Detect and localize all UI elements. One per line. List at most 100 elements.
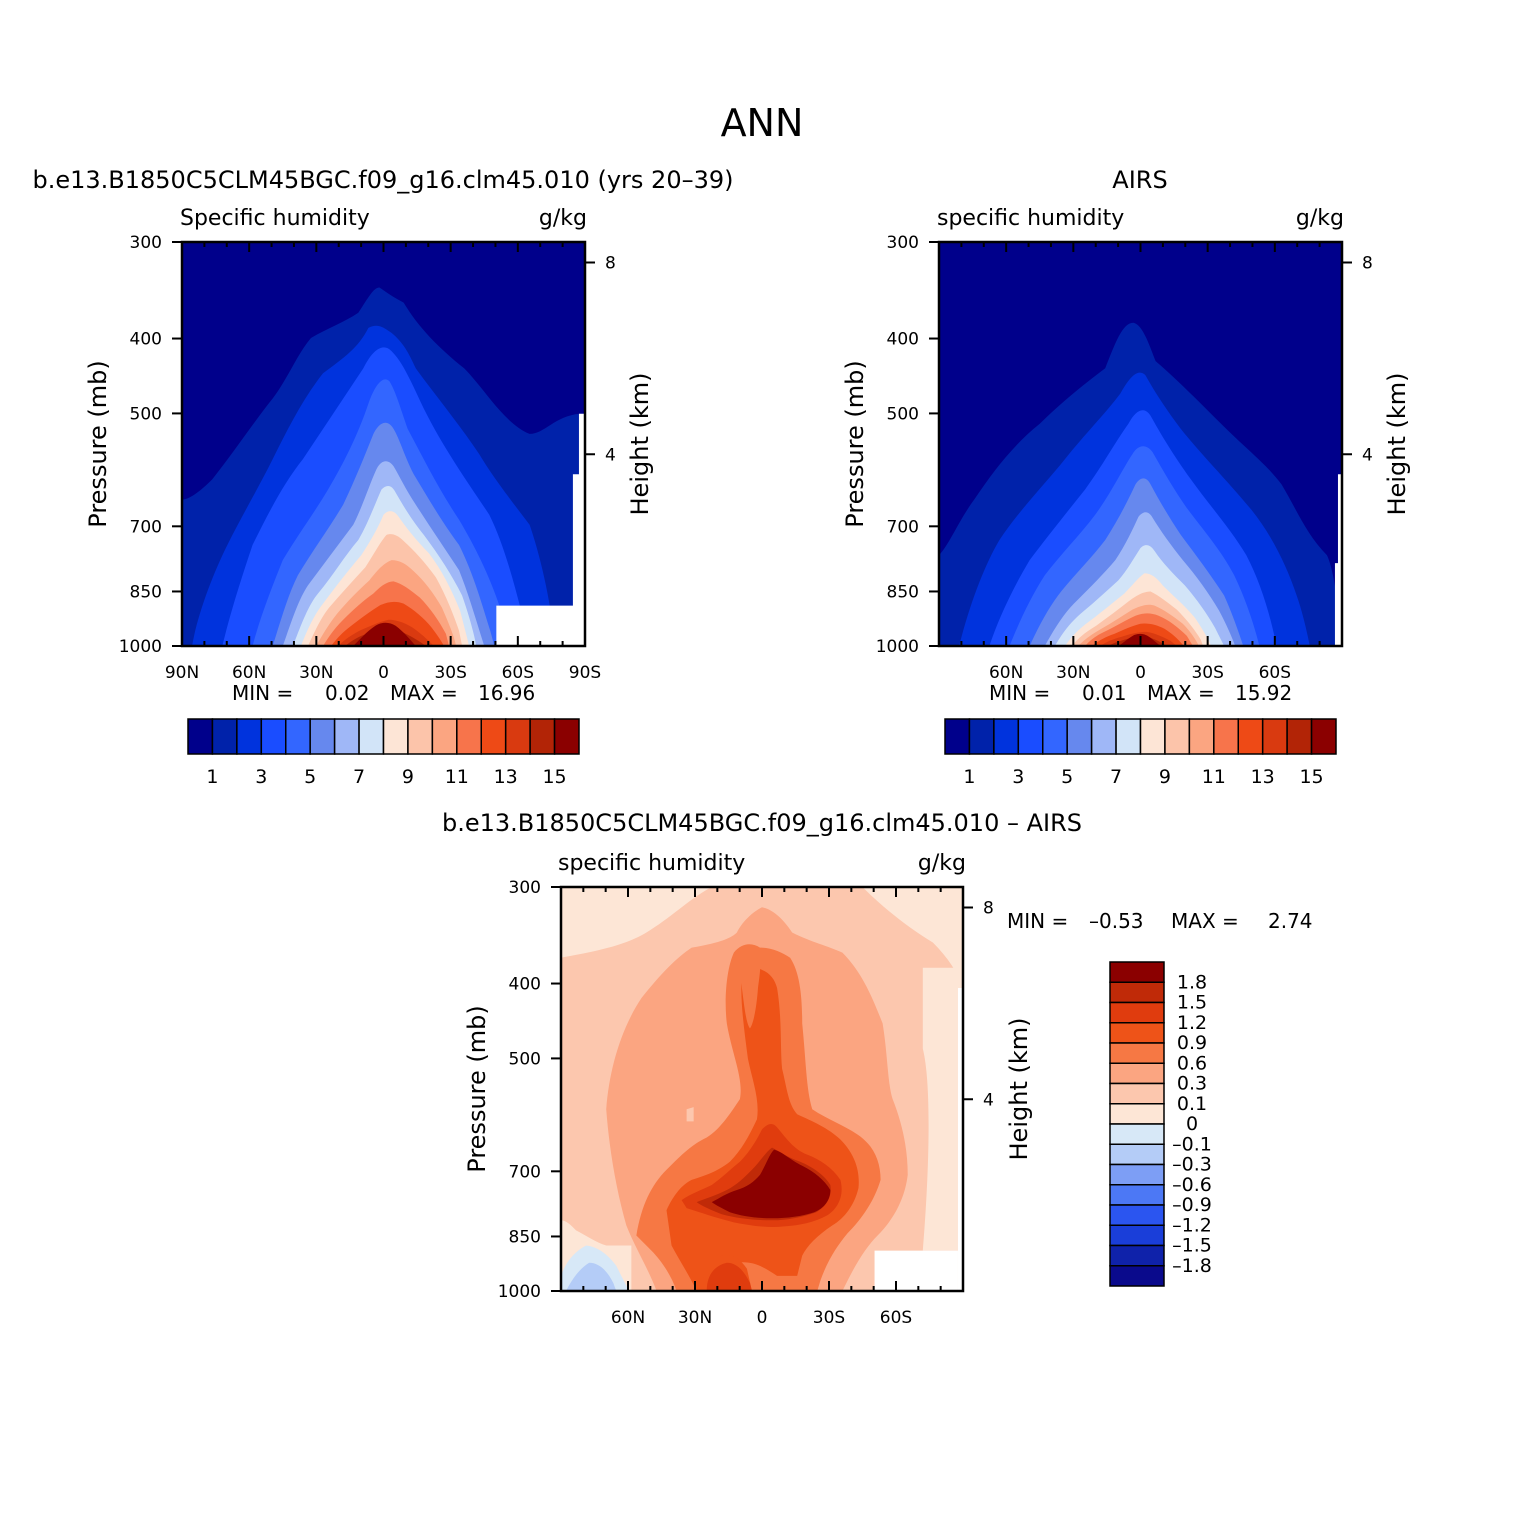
- colorbar-label: 7: [1110, 766, 1122, 788]
- colorbar-label: 15: [542, 766, 566, 788]
- colorbar-box: [285, 718, 311, 755]
- panel-diff-axes: 60N 30N 0 30S 60S 300 400 500 700 850 1000 8 4: [498, 878, 994, 1328]
- panel-model-max-label: MAX =: [390, 681, 458, 705]
- panel-diff-plot-area: 60N 30N 0 30S 60S 300 400 500 700 850 1000 8 4: [498, 878, 994, 1328]
- panel-model-max-value: 16.96: [478, 681, 535, 705]
- y-tick-label: 500: [509, 1049, 541, 1069]
- colorbar-box: [1139, 718, 1166, 755]
- colorbar-box: [211, 718, 238, 755]
- colorbar-box: [1164, 718, 1191, 755]
- panel-model-right-string: g/kg: [539, 206, 587, 231]
- colorbar-box: [1109, 1082, 1165, 1105]
- colorbar-box: [944, 718, 971, 755]
- panel-obs-min-label: MIN =: [989, 681, 1050, 705]
- y-tick-label: 850: [509, 1227, 541, 1247]
- x-tick-label: 30S: [1191, 663, 1223, 683]
- x-tick-label: 60N: [989, 663, 1023, 683]
- colorbar-box: [553, 718, 580, 755]
- y-tick-label: 500: [130, 404, 162, 424]
- colorbar-box: [1188, 718, 1215, 755]
- colorbar-label: 0.1: [1177, 1093, 1207, 1115]
- panel-diff-min-value: –0.53: [1089, 909, 1144, 933]
- x-tick-label: 30N: [299, 663, 333, 683]
- colorbar-box: [1042, 718, 1068, 755]
- panel-obs-top-title: AIRS: [1112, 166, 1167, 194]
- x-tick-label: 90N: [165, 663, 199, 683]
- colorbar-label: 7: [353, 766, 365, 788]
- panel-obs-ylabel-right: Height (km): [1383, 373, 1411, 516]
- colorbar-box: [968, 718, 995, 755]
- height-tick-label: 4: [1362, 445, 1373, 465]
- panel-model-left-string: Specific humidity: [180, 206, 370, 231]
- y-tick-label: 500: [887, 404, 919, 424]
- colorbar-box: [1237, 718, 1264, 755]
- panel-model-axes: 90N 60N 30N 0 30S 60S 90S 300 400 500 700 850 1000 8 4: [119, 233, 616, 683]
- colorbar-label: 1: [963, 766, 975, 788]
- colorbar-box: [1261, 718, 1288, 755]
- y-tick-label: 400: [509, 975, 541, 995]
- y-tick-label: 1000: [498, 1282, 541, 1302]
- x-tick-label: 90S: [569, 663, 601, 683]
- colorbar-box: [1109, 1163, 1165, 1186]
- colorbar-label: 3: [1012, 766, 1024, 788]
- panel-diff-min-label: MIN =: [1007, 909, 1068, 933]
- x-tick-label: 60S: [1259, 663, 1291, 683]
- colorbar-label: –1.8: [1172, 1255, 1212, 1277]
- panel-obs-ylabel: Pressure (mb): [841, 360, 869, 527]
- y-tick-label: 700: [509, 1162, 541, 1182]
- colorbar-label: 1.2: [1177, 1012, 1207, 1034]
- x-tick-label: 0: [757, 1308, 768, 1328]
- colorbar-label: 0.6: [1177, 1052, 1207, 1074]
- colorbar-box: [529, 718, 556, 755]
- colorbar-box: [1286, 718, 1313, 755]
- colorbar-box: [1213, 718, 1239, 755]
- colorbar-box: [1109, 1204, 1165, 1226]
- colorbar-label: 15: [1299, 766, 1323, 788]
- x-tick-label: 30N: [678, 1308, 712, 1328]
- panel-diff-top-title: b.e13.B1850C5CLM45BGC.f09_g16.clm45.010 …: [442, 809, 1082, 837]
- panel-diff-max-label: MAX =: [1171, 909, 1239, 933]
- height-tick-label: 4: [983, 1090, 994, 1110]
- x-tick-label: 0: [1135, 663, 1146, 683]
- colorbar-label: 0.9: [1177, 1032, 1207, 1054]
- colorbar-box: [1109, 1042, 1165, 1064]
- panel-diff-right-string: g/kg: [918, 851, 966, 876]
- y-tick-label: 850: [130, 582, 162, 602]
- panel-model: b.e13.B1850C5CLM45BGC.f09_g16.clm45.010 …: [32, 166, 733, 788]
- panel-obs-right-string: g/kg: [1296, 206, 1344, 231]
- colorbar-label: 9: [1159, 766, 1171, 788]
- panel-obs-plot-area: 60N 30N 0 30S 60S 300 400 500 700 850 1000 8 4: [876, 233, 1373, 683]
- colorbar-box: [1109, 1184, 1165, 1206]
- panel-model-colorbar: 1 3 5 7 9 11 13 15: [187, 718, 580, 788]
- y-tick-label: 400: [130, 330, 162, 350]
- x-tick-label: 0: [378, 663, 389, 683]
- panel-diff-ylabel-right: Height (km): [1005, 1018, 1033, 1161]
- y-tick-label: 700: [130, 517, 162, 537]
- colorbar-label: 11: [445, 766, 469, 788]
- colorbar-box: [1109, 1103, 1165, 1125]
- x-tick-label: 30S: [434, 663, 466, 683]
- colorbar-box: [309, 718, 336, 755]
- colorbar-label: 13: [494, 766, 518, 788]
- panel-model-contour-field: [182, 242, 585, 646]
- x-tick-label: 30N: [1056, 663, 1090, 683]
- x-tick-label: 60S: [880, 1308, 912, 1328]
- colorbar-label: 1.8: [1177, 971, 1207, 993]
- colorbar-box: [1109, 1224, 1165, 1247]
- panel-model-ylabel-right: Height (km): [626, 373, 654, 516]
- colorbar-label: 1: [206, 766, 218, 788]
- colorbar-label: 1.5: [1177, 992, 1207, 1014]
- colorbar-box: [382, 718, 409, 755]
- panel-model-plot-area: 90N 60N 30N 0 30S 60S 90S 300 400 500 700 850 1000 8 4: [119, 233, 616, 683]
- colorbar-label: 0: [1186, 1113, 1198, 1135]
- panel-obs-colorbar: 1 3 5 7 9 11 13 15: [944, 718, 1337, 788]
- y-tick-label: 850: [887, 582, 919, 602]
- colorbar-box: [1109, 1244, 1165, 1267]
- height-tick-label: 4: [605, 445, 616, 465]
- colorbar-label: 11: [1202, 766, 1226, 788]
- y-tick-label: 300: [887, 233, 919, 253]
- x-tick-label: 60N: [232, 663, 266, 683]
- panel-model-top-title: b.e13.B1850C5CLM45BGC.f09_g16.clm45.010 …: [32, 166, 733, 194]
- x-tick-label: 30S: [813, 1308, 845, 1328]
